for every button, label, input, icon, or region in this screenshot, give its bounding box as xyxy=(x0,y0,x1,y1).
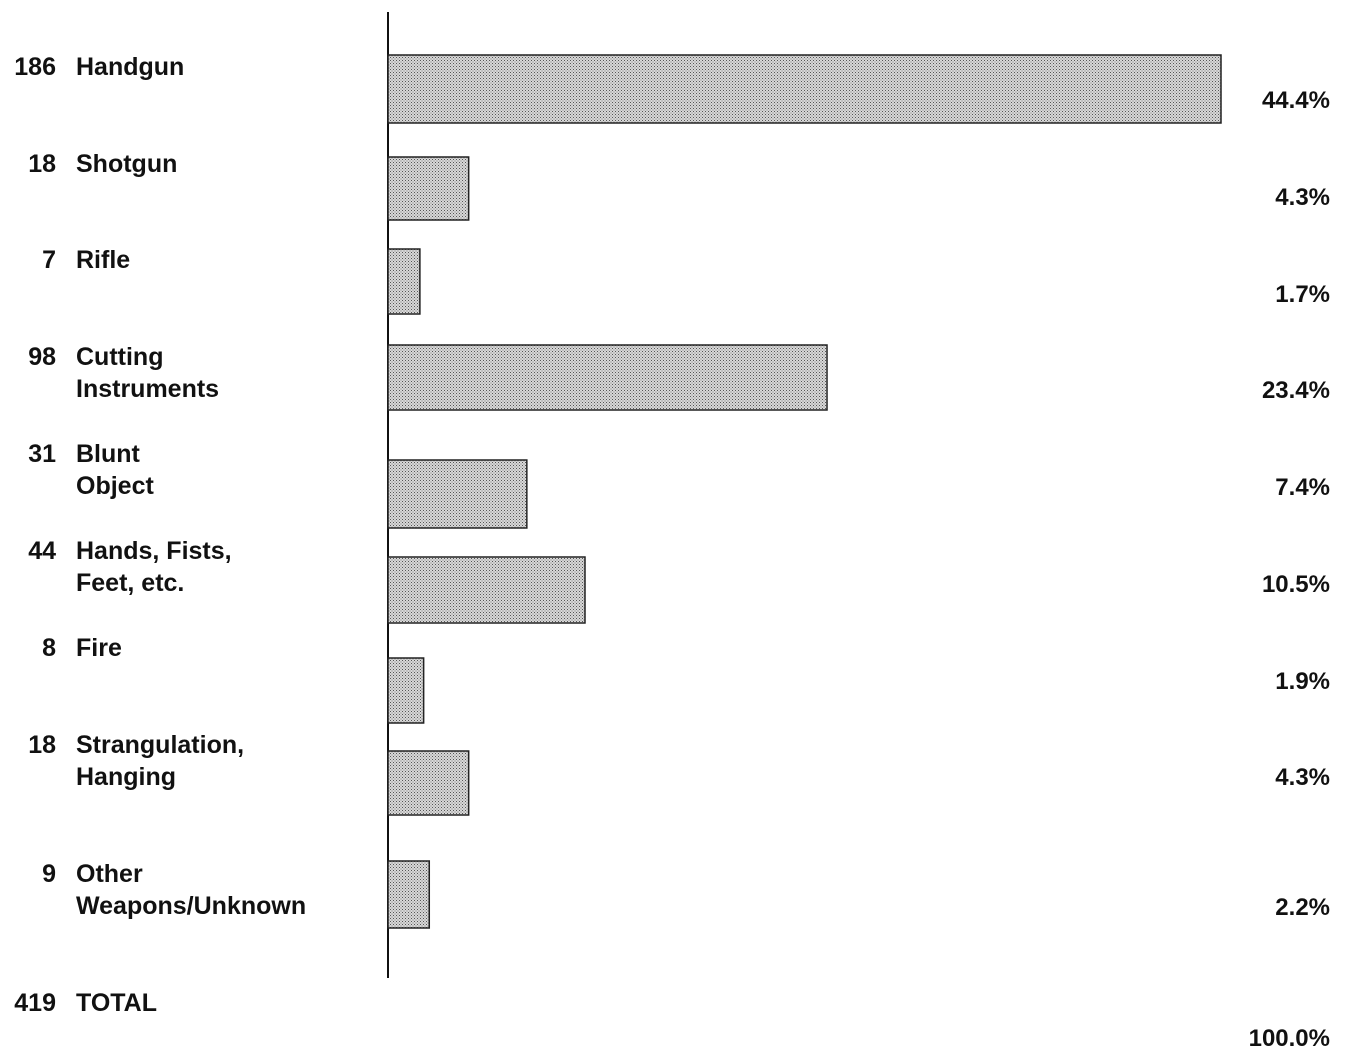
category-label-line: Strangulation, xyxy=(76,731,245,759)
category-count: 186 xyxy=(14,53,56,81)
category-row: 7 Rifle xyxy=(0,244,1349,274)
category-label-line: Blunt xyxy=(76,440,140,468)
category-label-line: Rifle xyxy=(76,246,131,274)
category-label: Fire xyxy=(76,632,122,664)
category-label: Rifle xyxy=(76,244,130,276)
category-label-line: Fire xyxy=(76,634,122,662)
category-count: 18 xyxy=(28,731,56,759)
bar xyxy=(387,459,528,529)
bar-value-label: 44.4% xyxy=(1261,87,1330,114)
category-count: 9 xyxy=(42,860,56,888)
category-label-line: Object xyxy=(76,472,154,500)
category-row: 44 Hands, Fists, Feet, etc. xyxy=(0,535,1349,597)
bar-value-label: 1.7% xyxy=(1275,281,1330,308)
total-label: TOTAL xyxy=(76,989,158,1017)
bar-value-label: 23.4% xyxy=(1261,377,1330,404)
category-label-line: Hanging xyxy=(76,763,176,791)
bar-value-label: 10.5% xyxy=(1261,571,1330,598)
total-percent: 100.0% xyxy=(1248,1025,1330,1052)
category-label: Cutting Instruments xyxy=(76,341,219,405)
category-label-line: Handgun xyxy=(76,53,185,81)
category-count: 18 xyxy=(28,150,56,178)
category-row: 9 Other Weapons/Unknown xyxy=(0,858,1349,920)
category-count: 7 xyxy=(42,246,56,274)
category-label: Shotgun xyxy=(76,148,177,180)
total-count: 419 xyxy=(14,989,56,1017)
bar xyxy=(387,657,425,724)
category-label-line: Cutting xyxy=(76,343,164,371)
category-count: 31 xyxy=(28,440,56,468)
category-label-line: Weapons/Unknown xyxy=(76,892,307,920)
category-label: Handgun xyxy=(76,51,184,83)
category-label-line: Instruments xyxy=(76,375,220,403)
category-row: 98 Cutting Instruments xyxy=(0,341,1349,403)
category-count: 8 xyxy=(42,634,56,662)
category-count: 98 xyxy=(28,343,56,371)
category-label-line: Feet, etc. xyxy=(76,569,185,597)
bar-value-label: 4.3% xyxy=(1275,184,1330,211)
bar xyxy=(387,860,431,929)
bar xyxy=(387,750,470,816)
category-label-line: Hands, Fists, xyxy=(76,537,232,565)
total-row: 419 TOTAL xyxy=(0,987,1349,1017)
category-row: 8 Fire xyxy=(0,632,1349,662)
bar xyxy=(387,248,421,315)
category-row: 31 Blunt Object xyxy=(0,438,1349,500)
category-row: 18 Shotgun xyxy=(0,148,1349,178)
bar xyxy=(387,556,586,624)
bar xyxy=(387,344,828,411)
bar-value-label: 4.3% xyxy=(1275,764,1330,791)
category-row: 186 Handgun xyxy=(0,51,1349,81)
bar xyxy=(387,156,470,221)
category-label: Hands, Fists, Feet, etc. xyxy=(76,535,232,599)
category-row: 18 Strangulation, Hanging xyxy=(0,729,1349,791)
category-count: 44 xyxy=(28,537,56,565)
category-label: Blunt Object xyxy=(76,438,154,502)
category-label-line: Other xyxy=(76,860,143,888)
bar xyxy=(387,54,1222,124)
category-label: Strangulation, Hanging xyxy=(76,729,244,793)
category-label-line: Shotgun xyxy=(76,150,178,178)
bar-value-label: 1.9% xyxy=(1275,668,1330,695)
bar-value-label: 2.2% xyxy=(1275,894,1330,921)
category-label: Other Weapons/Unknown xyxy=(76,858,306,922)
bar-value-label: 7.4% xyxy=(1275,474,1330,501)
